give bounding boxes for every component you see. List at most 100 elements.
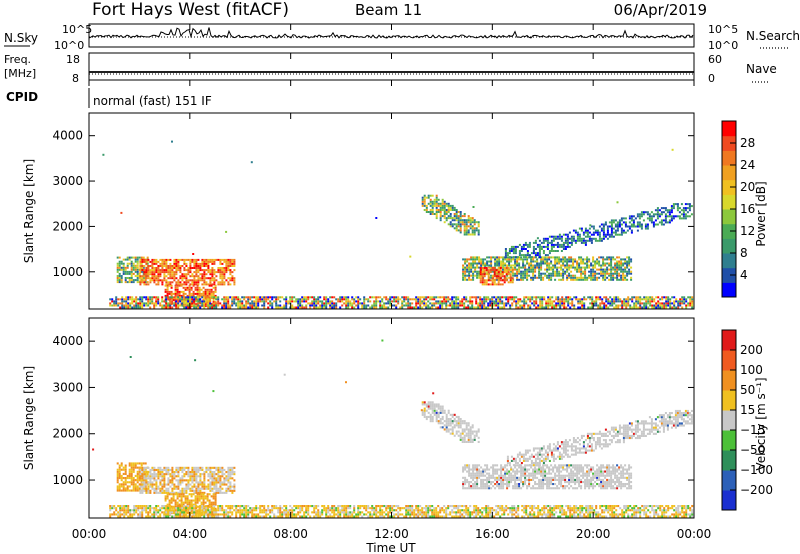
- data-cell: [459, 225, 462, 228]
- data-cell: [675, 306, 678, 309]
- data-cell: [423, 296, 426, 299]
- data-cell: [122, 264, 125, 267]
- data-cell: [471, 300, 474, 303]
- data-cell: [223, 483, 226, 486]
- data-cell: [592, 270, 595, 273]
- data-cell: [635, 306, 638, 309]
- data-cell: [691, 306, 694, 309]
- data-cell: [592, 274, 595, 277]
- data-cell: [317, 513, 320, 516]
- data-cell: [187, 271, 190, 274]
- data-cell: [570, 276, 573, 279]
- data-cell: [691, 302, 694, 305]
- data-cell: [528, 254, 531, 257]
- data-cell: [147, 489, 150, 492]
- data-cell: [425, 206, 428, 209]
- data-cell: [497, 275, 500, 278]
- data-cell: [610, 270, 613, 273]
- data-cell: [447, 211, 450, 213]
- data-cell: [564, 258, 567, 261]
- data-cell: [502, 266, 505, 269]
- data-cell: [233, 298, 236, 301]
- data-cell: [365, 306, 368, 309]
- data-cell: [245, 515, 248, 518]
- data-cell: [610, 221, 613, 224]
- data-cell: [187, 511, 190, 514]
- data-cell: [188, 286, 191, 289]
- data-cell: [532, 248, 535, 250]
- data-cell: [235, 296, 238, 299]
- data-cell: [195, 473, 198, 476]
- data-cell: [227, 485, 230, 488]
- data-cell: [578, 258, 581, 261]
- data-cell: [293, 505, 296, 508]
- data-cell: [269, 509, 272, 512]
- data-cell: [451, 206, 454, 209]
- data-cell: [214, 286, 217, 289]
- data-cell: [547, 302, 550, 305]
- data-cell: [161, 304, 164, 307]
- data-cell: [518, 270, 521, 273]
- data-cell: [568, 274, 571, 277]
- data-cell: [542, 276, 545, 279]
- data-cell: [141, 267, 144, 269]
- data-cell: [431, 200, 434, 203]
- data-cell: [213, 481, 216, 484]
- freq-tick-bottom: 8: [72, 72, 79, 85]
- data-cell: [656, 207, 659, 210]
- data-cell: [159, 471, 162, 474]
- data-cell: [556, 262, 559, 265]
- data-cell: [190, 294, 193, 297]
- data-cell: [558, 258, 561, 261]
- data-cell: [136, 474, 139, 477]
- data-cell: [465, 298, 468, 301]
- data-cell: [201, 487, 204, 490]
- data-cell: [223, 491, 226, 494]
- data-cell: [153, 479, 156, 482]
- data-cell: [530, 264, 533, 267]
- data-cell: [233, 296, 236, 299]
- data-cell: [524, 243, 527, 246]
- data-cell: [568, 266, 571, 269]
- data-cell: [109, 507, 112, 510]
- data-cell: [548, 264, 551, 267]
- data-cell: [496, 256, 499, 259]
- data-cell: [153, 489, 156, 492]
- data-cell: [479, 277, 482, 280]
- data-cell: [522, 262, 525, 265]
- data-cell: [425, 298, 428, 301]
- data-cell: [658, 213, 661, 216]
- data-cell: [155, 513, 158, 516]
- data-cell: [495, 271, 498, 274]
- data-cell: [161, 283, 164, 286]
- data-cell: [111, 298, 114, 301]
- data-cell: [435, 213, 438, 215]
- data-cell: [631, 296, 634, 299]
- data-cell: [243, 306, 246, 309]
- data-cell: [395, 304, 398, 307]
- data-cell: [592, 276, 595, 279]
- data-cell: [139, 513, 142, 516]
- data-cell: [539, 304, 542, 307]
- data-cell: [500, 270, 503, 273]
- data-cell: [245, 306, 248, 309]
- data-cell: [281, 513, 284, 516]
- data-cell: [215, 511, 218, 514]
- data-cell: [431, 206, 434, 209]
- data-cell: [658, 215, 661, 218]
- data-cell: [622, 278, 625, 281]
- data-cell: [233, 479, 236, 482]
- data-cell: [207, 507, 210, 510]
- data-cell: [179, 511, 182, 514]
- data-cell: [202, 499, 205, 502]
- data-cell: [509, 298, 512, 301]
- data-cell: [582, 276, 585, 279]
- data-cell: [681, 296, 684, 299]
- data-cell: [596, 262, 599, 265]
- data-cell: [205, 511, 208, 514]
- data-cell: [231, 298, 234, 301]
- data-cell: [201, 483, 204, 486]
- freq-label: Freq.: [4, 53, 31, 66]
- data-cell: [121, 304, 124, 307]
- data-cell: [165, 275, 168, 278]
